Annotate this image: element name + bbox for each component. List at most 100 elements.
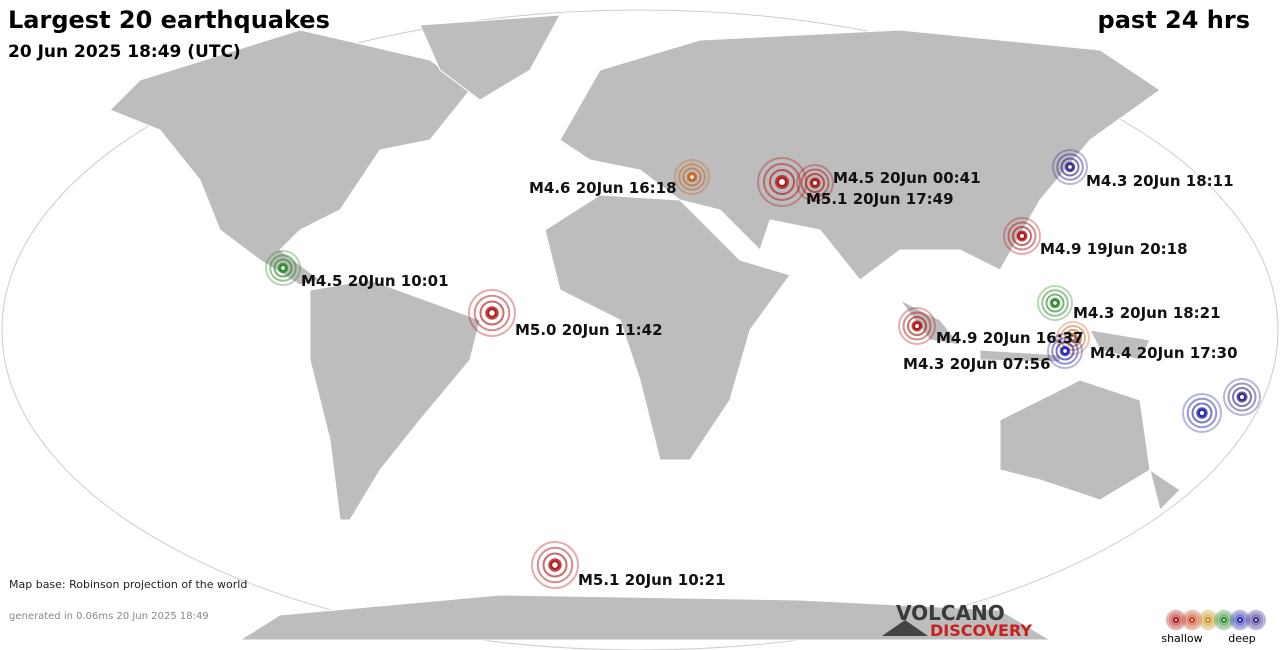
marker-ring	[775, 175, 789, 189]
legend: shallow deep	[1161, 610, 1266, 645]
marker-ring	[531, 541, 579, 589]
quake-label: M5.0 20Jun 11:42	[515, 321, 663, 339]
marker-ring	[1202, 614, 1214, 626]
logo: VOLCANO DISCOVERY	[882, 601, 1032, 640]
quake-marker	[796, 164, 834, 202]
quake-marker	[1003, 217, 1041, 255]
marker-core	[550, 560, 560, 570]
marker-ring	[1216, 612, 1232, 628]
marker-ring	[1016, 230, 1028, 242]
marker-core	[1173, 617, 1179, 623]
marker-ring	[1182, 393, 1222, 433]
generated-note: generated in 0.06ms 20 Jun 2025 18:49	[9, 611, 209, 622]
marker-core	[1253, 617, 1259, 623]
marker-ring	[769, 169, 795, 195]
marker-ring	[1170, 614, 1182, 626]
marker-ring	[473, 294, 511, 332]
marker-ring	[1246, 610, 1266, 630]
marker-ring	[674, 159, 710, 195]
marker-ring	[1248, 612, 1264, 628]
marker-ring	[1045, 293, 1065, 313]
marker-ring	[1232, 387, 1252, 407]
marker-ring	[1191, 402, 1213, 424]
marker-ring	[265, 250, 301, 286]
marker-ring	[1236, 391, 1248, 403]
marker-ring	[1037, 285, 1073, 321]
quake-label: M5.1 20Jun 17:49	[806, 190, 954, 208]
marker-ring	[898, 307, 936, 345]
marker-core	[1189, 617, 1195, 623]
subtitle: 20 Jun 2025 18:49 (UTC)	[8, 42, 241, 62]
quake-label: M4.6 20Jun 16:18	[529, 179, 677, 197]
legend-shallow: shallow	[1161, 632, 1202, 645]
quake-label: M4.4 20Jun 17:30	[1090, 344, 1238, 362]
marker-ring	[1196, 407, 1208, 419]
quake-marker	[531, 541, 579, 589]
quake-marker	[265, 250, 301, 286]
marker-core	[487, 308, 497, 318]
marker-ring	[1059, 345, 1071, 357]
marker-core	[688, 173, 696, 181]
marker-ring	[1223, 378, 1261, 416]
marker-core	[1051, 299, 1059, 307]
marker-ring	[1064, 161, 1076, 173]
quake-label: M4.3 20Jun 18:21	[1073, 304, 1221, 322]
marker-ring	[1012, 226, 1032, 246]
marker-ring	[479, 300, 505, 326]
quake-marker	[1223, 378, 1261, 416]
marker-core	[1205, 617, 1211, 623]
marker-core	[1221, 617, 1227, 623]
legend-deep: deep	[1228, 632, 1256, 645]
marker-ring	[800, 168, 830, 198]
quake-marker	[1182, 393, 1222, 433]
marker-ring	[1060, 157, 1080, 177]
title: Largest 20 earthquakes	[8, 6, 330, 34]
marker-ring	[911, 320, 923, 332]
marker-ring	[809, 177, 821, 189]
quake-marker	[898, 307, 936, 345]
quake-marker	[468, 289, 516, 337]
marker-core	[1238, 393, 1246, 401]
quake-marker	[1052, 149, 1088, 185]
marker-ring	[269, 254, 297, 282]
quake-marker	[1047, 333, 1083, 369]
marker-ring	[763, 163, 801, 201]
quake-marker	[1214, 610, 1234, 630]
quake-label: M4.5 20Jun 00:41	[833, 169, 981, 187]
marker-ring	[1186, 397, 1218, 429]
quake-label: M5.1 20Jun 10:21	[578, 571, 726, 589]
marker-ring	[902, 311, 932, 341]
marker-ring	[1056, 153, 1084, 181]
map-base-note: Map base: Robinson projection of the wor…	[9, 578, 247, 591]
marker-ring	[1055, 341, 1075, 361]
marker-ring	[796, 164, 834, 202]
landmasses	[109, 14, 1181, 641]
marker-ring	[682, 167, 702, 187]
marker-core	[1018, 232, 1026, 240]
marker-ring	[548, 558, 562, 572]
quake-label: M4.3 20Jun 18:11	[1086, 172, 1234, 190]
marker-core	[1237, 617, 1243, 623]
marker-ring	[1047, 333, 1083, 369]
marker-ring	[1052, 149, 1088, 185]
marker-ring	[1051, 337, 1079, 365]
marker-ring	[1184, 612, 1200, 628]
quake-label: M4.9 20Jun 16:37	[936, 329, 1084, 347]
marker-ring	[1227, 382, 1257, 412]
quake-marker	[1246, 610, 1266, 630]
marker-ring	[1003, 217, 1041, 255]
marker-core	[1066, 163, 1074, 171]
marker-ring	[907, 316, 927, 336]
marker-ring	[678, 163, 706, 191]
marker-ring	[686, 171, 698, 183]
marker-core	[279, 264, 287, 272]
quakes: M4.5 20Jun 00:41 M5.1 20Jun 17:49 M4.6 20J…	[265, 149, 1261, 589]
marker-core	[1197, 408, 1207, 418]
marker-core	[913, 322, 921, 330]
marker-ring	[1041, 289, 1069, 317]
marker-ring	[1007, 221, 1037, 251]
marker-ring	[1186, 614, 1198, 626]
marker-ring	[542, 552, 568, 578]
logo-line1: VOLCANO	[896, 601, 1005, 625]
quake-marker	[1037, 285, 1073, 321]
